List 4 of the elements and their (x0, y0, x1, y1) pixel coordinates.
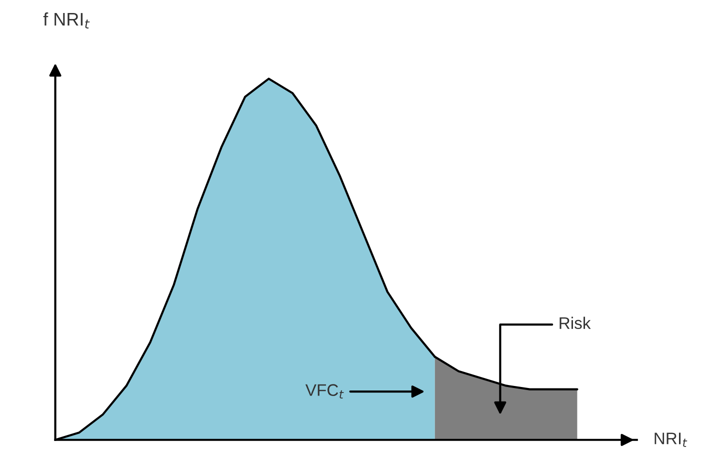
annotation: VFC$_{t}$ (305, 384, 344, 399)
x-axis-title: NRI$_{t}$ (654, 432, 688, 447)
annotation: Risk (560, 316, 591, 330)
y-axis-title: f NRI$_{t}$ (43, 12, 90, 28)
